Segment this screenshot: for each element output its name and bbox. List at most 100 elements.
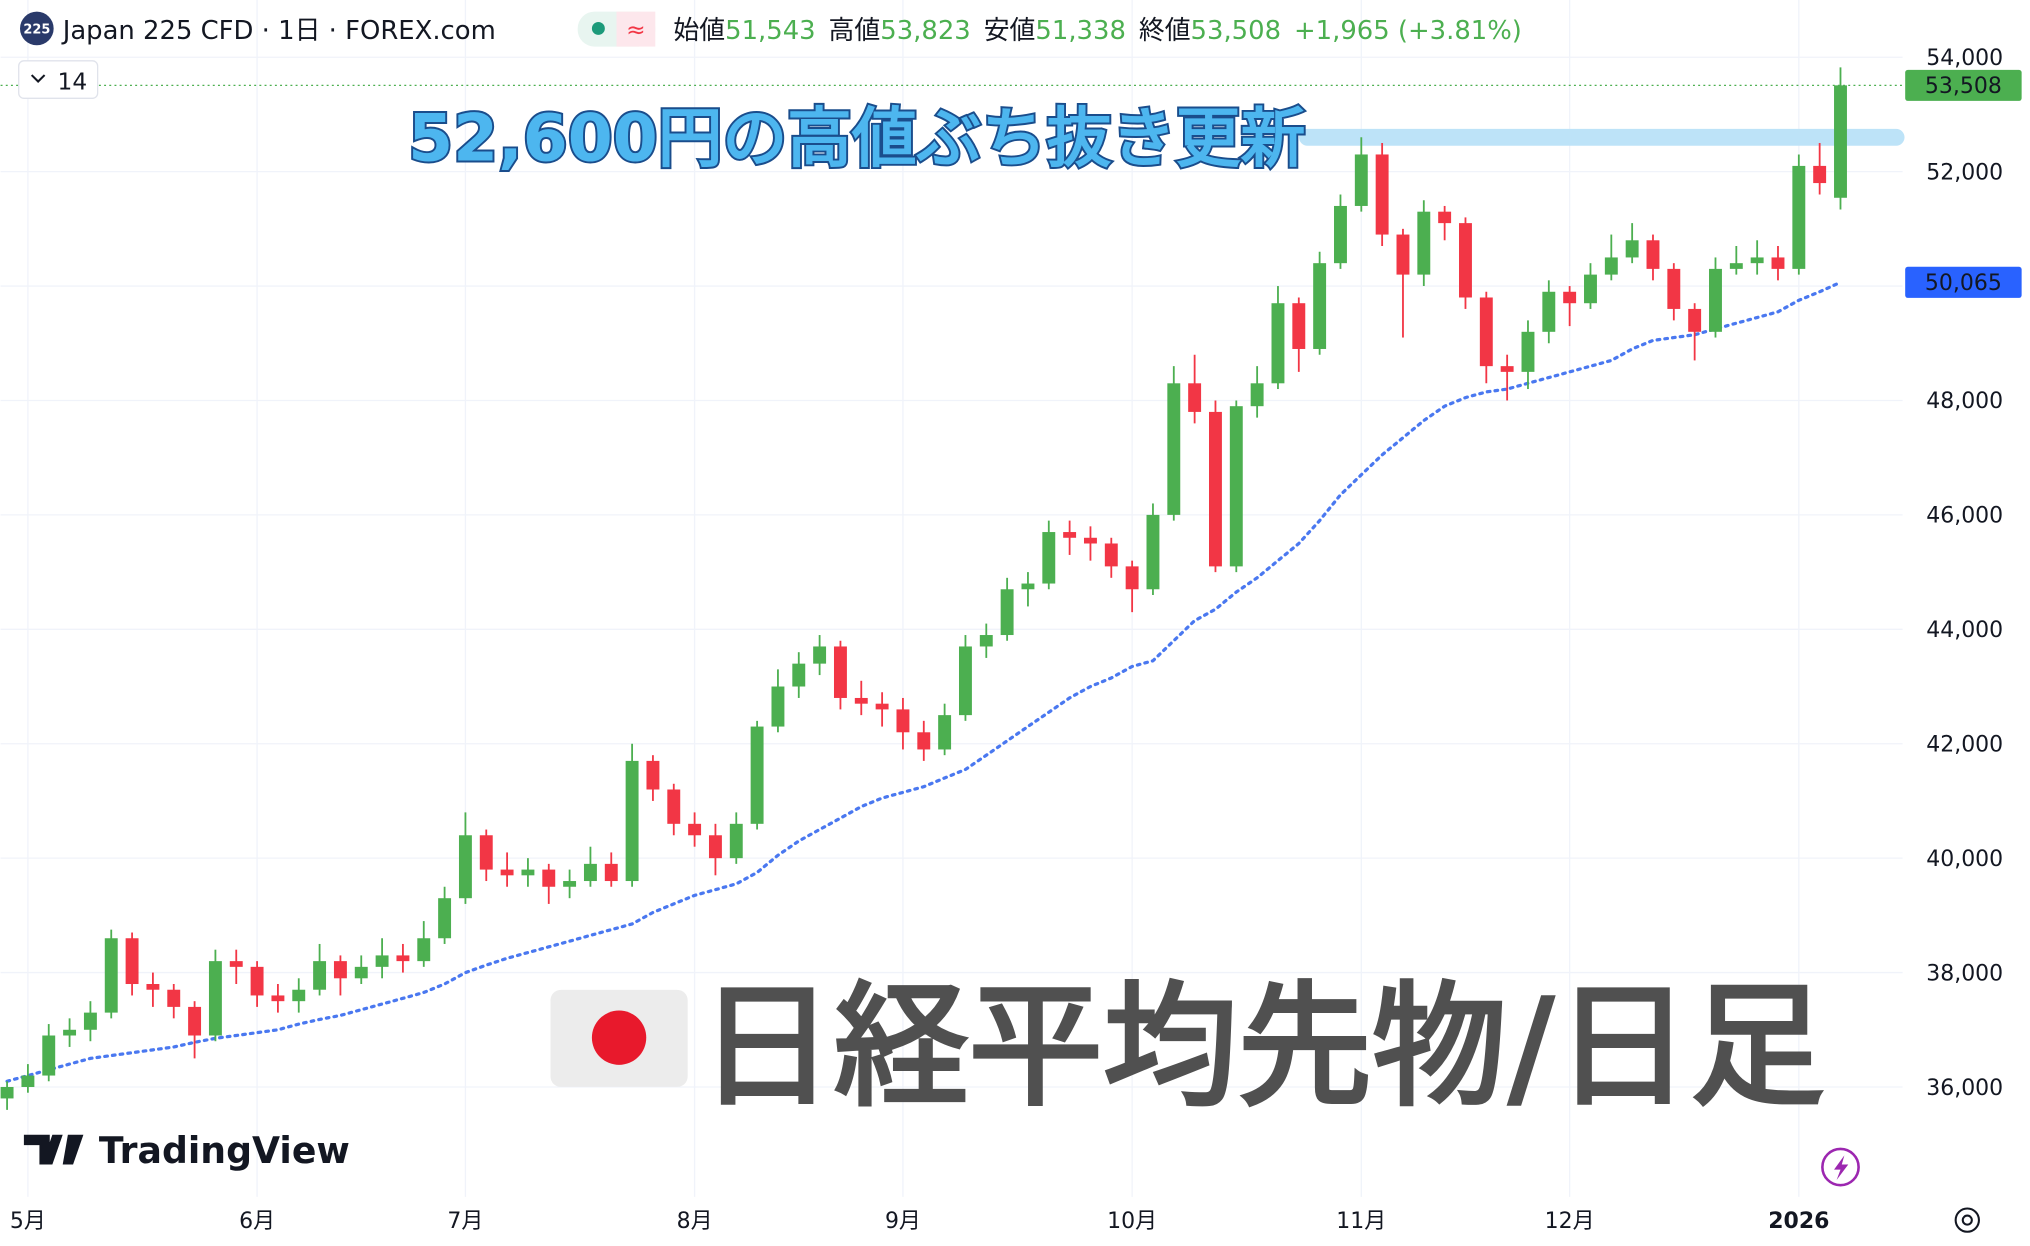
candle-body (646, 760, 660, 790)
candle-body (375, 955, 389, 967)
candle-body (1104, 543, 1118, 567)
y-tick-label: 42,000 (1926, 732, 2003, 757)
candle-body (1000, 589, 1014, 636)
candle-body (1479, 297, 1493, 367)
candle-body (917, 732, 931, 750)
annotation-text: 52,600円の高値ぶち抜き更新 (408, 101, 1305, 176)
candle-body (1021, 583, 1035, 590)
candle-body (813, 646, 827, 664)
candle-body (1313, 263, 1327, 349)
ma-layer (5, 280, 1843, 1083)
ma-tag (1905, 266, 2022, 298)
candle-body (875, 703, 889, 710)
candle-body (354, 966, 368, 979)
candle-body (1625, 240, 1639, 258)
interval-text: 14 (58, 68, 88, 95)
high-label: 高値 (829, 16, 881, 46)
candle-body (625, 760, 639, 882)
logo-mark (23, 1134, 84, 1165)
close-value: 53,508 (1191, 16, 1281, 46)
candle-body (667, 789, 681, 824)
close-label: 終値 (1139, 16, 1191, 46)
grid (0, 0, 1903, 1197)
candle-body (292, 989, 306, 1002)
candle-body (1646, 240, 1660, 269)
change-value: +1,965 (+3.81%) (1294, 16, 1522, 46)
y-tick-label: 52,000 (1926, 160, 2003, 185)
lightning-icon (1834, 1155, 1849, 1181)
candle-body (1500, 366, 1514, 372)
candle-body (729, 823, 743, 859)
candle-body (708, 835, 722, 859)
x-tick-label: 9月 (885, 1209, 921, 1234)
candle-body (958, 646, 972, 716)
settings-icon (1961, 1214, 1973, 1226)
candle-body (146, 984, 160, 990)
approx-icon: ≈ (626, 17, 646, 44)
x-tick-label: 8月 (677, 1209, 713, 1234)
candles (0, 67, 1847, 1110)
candle-body (1834, 85, 1847, 198)
x-tick-label: 6月 (239, 1209, 275, 1234)
candle-body (1167, 383, 1181, 515)
candle-body (1292, 303, 1306, 349)
candle-body (125, 938, 139, 985)
y-tick-label: 46,000 (1926, 504, 2003, 529)
candle-body (1667, 268, 1681, 309)
candle-body (250, 966, 264, 996)
annotation-layer: 52,600円の高値ぶち抜き更新 (0, 84, 1905, 178)
candle-body (188, 1006, 202, 1036)
candle-body (1688, 308, 1702, 332)
low-value: 51,338 (1035, 16, 1125, 46)
y-tick-label: 36,000 (1926, 1076, 2003, 1101)
candle-body (1792, 165, 1806, 269)
candle-body (438, 898, 452, 939)
symbol-title[interactable]: Japan 225 CFD · 1日 · FOREX.com (61, 16, 496, 46)
candle-body (458, 835, 472, 899)
candle-body (1083, 537, 1097, 544)
low-label: 安値 (984, 16, 1036, 46)
candle-body (750, 726, 764, 824)
ma-tag-text: 50,065 (1925, 271, 2002, 296)
candle-body (1542, 291, 1556, 332)
candle-body (333, 961, 347, 979)
candle-body (1563, 291, 1577, 304)
y-tick-label: 54,000 (1926, 46, 2003, 71)
candle-body (896, 709, 910, 733)
candle-body (1771, 257, 1785, 269)
x-tick-label: 5月 (10, 1209, 46, 1234)
candle-body (396, 955, 410, 962)
interval-control[interactable] (18, 60, 99, 99)
x-tick-label: 12月 (1545, 1209, 1595, 1234)
candle-body (1813, 165, 1827, 184)
symbol-icon-text: 225 (23, 23, 50, 38)
y-tick-label: 40,000 (1926, 847, 2003, 872)
candle-body (1709, 268, 1722, 332)
settings-button[interactable] (1954, 1207, 1980, 1233)
candle-body (500, 869, 514, 876)
candle-body (1584, 274, 1597, 304)
x-tick-label: 11月 (1336, 1209, 1386, 1234)
candle-body (1209, 411, 1222, 567)
candle-body (521, 869, 535, 876)
logo[interactable]: TradingView (23, 1129, 350, 1172)
ohlc-values: 始値51,543 高値53,823 安値51,338 終値53,508 +1,965 (… (673, 16, 1521, 46)
candle-body (938, 715, 952, 750)
open-value: 51,543 (725, 16, 815, 46)
candle-body (42, 1035, 56, 1076)
price-tag-text: 53,508 (1925, 74, 2002, 99)
candle-body (229, 961, 243, 967)
candle-body (104, 938, 118, 1013)
lightning-button[interactable] (1821, 1147, 1860, 1187)
candle-body (271, 995, 285, 1002)
flag-circle (591, 1010, 647, 1065)
open-label: 始値 (673, 16, 725, 46)
candle-body (563, 881, 577, 887)
candle-body (208, 961, 222, 1036)
candle-body (1042, 532, 1056, 584)
candle-body (604, 863, 618, 882)
candle-body (1417, 211, 1431, 275)
logo-text: TradingView (99, 1129, 350, 1172)
